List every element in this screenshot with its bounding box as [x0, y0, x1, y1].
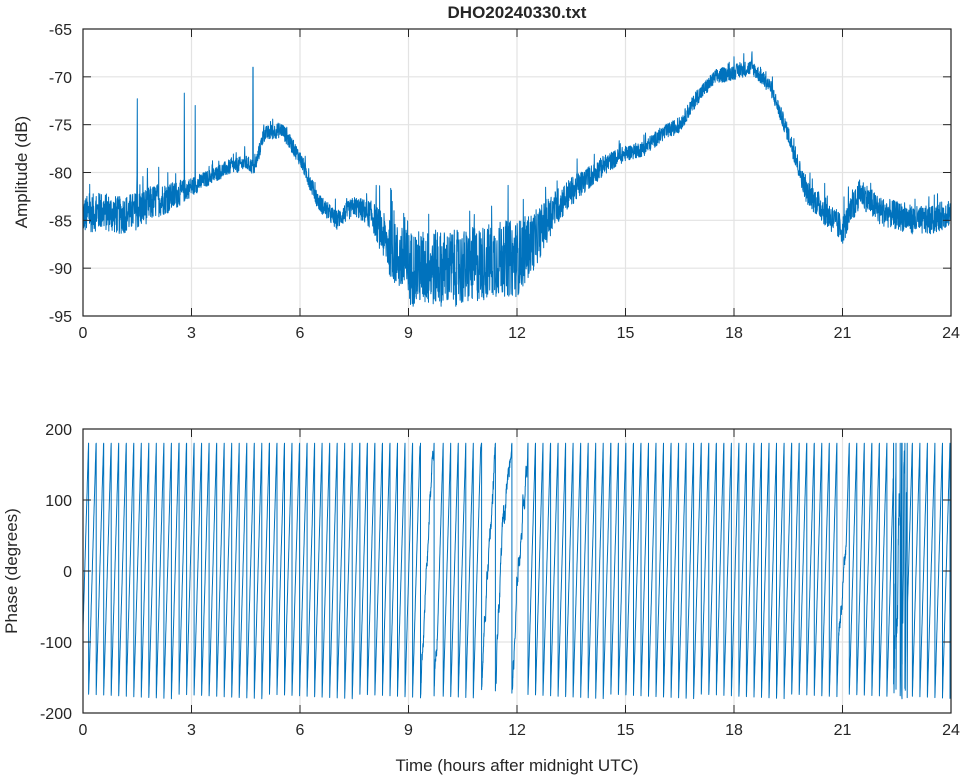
- y-tick-label: 100: [45, 493, 72, 510]
- x-tick-label: 0: [79, 325, 88, 342]
- x-tick-label: 18: [725, 722, 743, 739]
- y-tick-label: -75: [49, 118, 72, 135]
- x-tick-label: 9: [404, 325, 413, 342]
- y-tick-label: -95: [49, 309, 72, 326]
- x-tick-label: 24: [942, 325, 960, 342]
- x-tick-label: 3: [187, 722, 196, 739]
- y-tick-label: -100: [40, 635, 72, 652]
- y-tick-label: -80: [49, 166, 72, 183]
- x-tick-label: 24: [942, 722, 960, 739]
- x-tick-label: 15: [617, 722, 635, 739]
- time-x-label: Time (hours after midnight UTC): [395, 756, 638, 775]
- amplitude-series-line: [82, 51, 952, 307]
- y-tick-label: 200: [45, 422, 72, 439]
- phase-y-label: Phase (degrees): [2, 508, 21, 634]
- x-tick-label: 12: [508, 325, 526, 342]
- x-tick-label: 9: [404, 722, 413, 739]
- x-tick-label: 6: [296, 722, 305, 739]
- x-tick-label: 21: [834, 722, 852, 739]
- x-tick-label: 21: [834, 325, 852, 342]
- x-tick-label: 0: [79, 722, 88, 739]
- amplitude-axes: 0 3 6 9 12 15 18 21 24 -95 -90 -85 -80 -75 -70 -65: [49, 22, 960, 342]
- y-tick-label: -65: [49, 22, 72, 39]
- y-tick-label: -90: [49, 261, 72, 278]
- x-tick-label: 12: [508, 722, 526, 739]
- phase-series-line: [82, 442, 952, 700]
- y-tick-label: -85: [49, 213, 72, 230]
- x-tick-label: 3: [187, 325, 196, 342]
- x-tick-label: 18: [725, 325, 743, 342]
- y-tick-label: 0: [63, 564, 72, 581]
- x-tick-label: 6: [296, 325, 305, 342]
- chart-title: DHO20240330.txt: [448, 3, 587, 22]
- phase-axes: 0 3 6 9 12 15 18 21 24 -200 -100 0 100 200: [40, 422, 960, 739]
- y-tick-label: -200: [40, 706, 72, 723]
- x-tick-label: 15: [617, 325, 635, 342]
- amplitude-y-label: Amplitude (dB): [12, 116, 31, 228]
- y-tick-label: -70: [49, 70, 72, 87]
